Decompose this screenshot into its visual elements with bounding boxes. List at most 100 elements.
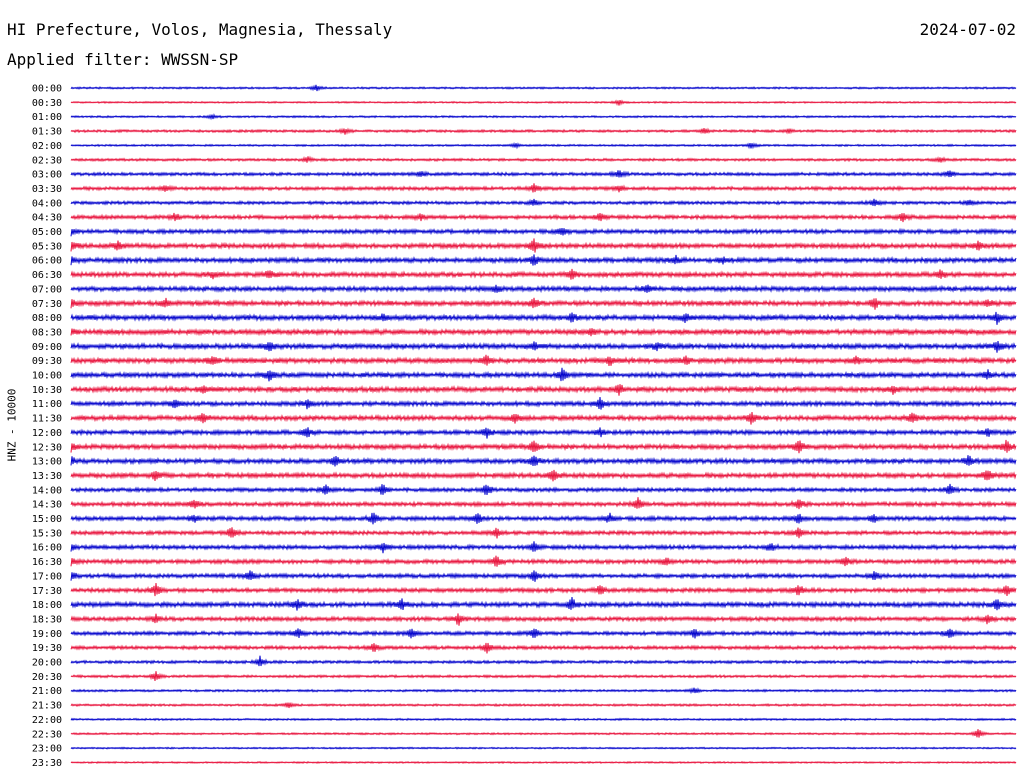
trace-line — [70, 268, 1017, 280]
time-tick-label: 14:30 — [32, 500, 62, 511]
trace-line — [70, 354, 1017, 367]
trace-line — [70, 384, 1017, 396]
time-tick-label: 11:00 — [32, 399, 62, 410]
time-tick-label: 09:00 — [32, 342, 62, 353]
trace-line — [70, 555, 1017, 567]
time-tick-label: 16:30 — [32, 557, 62, 568]
time-tick-label: 03:30 — [32, 184, 62, 195]
trace-line — [70, 483, 1017, 495]
trace-line — [70, 113, 1017, 121]
trace-line — [70, 469, 1017, 482]
time-tick-label: 13:00 — [32, 457, 62, 468]
time-tick-label: 19:00 — [32, 629, 62, 640]
time-tick-label: 10:00 — [32, 371, 62, 382]
time-tick-label: 18:30 — [32, 614, 62, 625]
time-tick-label: 16:00 — [32, 543, 62, 554]
time-tick-label: 15:30 — [32, 528, 62, 539]
trace-line — [70, 671, 1017, 682]
trace-line — [70, 628, 1017, 639]
trace-line — [70, 99, 1017, 106]
trace-line — [70, 284, 1017, 294]
trace-line — [70, 439, 1017, 454]
trace-line — [70, 746, 1017, 750]
time-tick-label: 09:30 — [32, 356, 62, 367]
time-tick-label: 13:30 — [32, 471, 62, 482]
trace-line — [70, 613, 1017, 626]
time-tick-label: 03:00 — [32, 170, 62, 181]
trace-line — [70, 427, 1017, 439]
time-tick-label: 11:30 — [32, 414, 62, 425]
time-tick-label: 14:00 — [32, 485, 62, 496]
trace-line — [70, 541, 1017, 554]
trace-line — [70, 142, 1017, 150]
trace-line — [70, 227, 1017, 237]
trace-line — [70, 512, 1017, 525]
time-tick-label: 01:00 — [32, 112, 62, 123]
time-tick-label: 08:30 — [32, 327, 62, 338]
time-tick-label: 00:00 — [32, 84, 62, 95]
trace-line — [70, 687, 1017, 695]
trace-line — [70, 297, 1017, 310]
trace-line — [70, 701, 1017, 709]
trace-line — [70, 84, 1017, 92]
trace-line — [70, 570, 1017, 582]
time-tick-label: 00:30 — [32, 98, 62, 109]
trace-line — [70, 183, 1017, 193]
trace-line — [70, 170, 1017, 178]
time-tick-label: 22:30 — [32, 729, 62, 740]
time-tick-label: 04:00 — [32, 198, 62, 209]
trace-line — [70, 396, 1017, 410]
time-tick-label: 23:00 — [32, 744, 62, 755]
time-tick-label: 05:30 — [32, 241, 62, 252]
trace-line — [70, 127, 1017, 135]
time-tick-label: 02:00 — [32, 141, 62, 152]
trace-line — [70, 327, 1017, 337]
trace-line — [70, 254, 1017, 266]
time-tick-label: 08:00 — [32, 313, 62, 324]
trace-line — [70, 527, 1017, 539]
time-tick-label: 07:00 — [32, 284, 62, 295]
time-tick-label: 06:30 — [32, 270, 62, 281]
filter-name: WWSSN-SP — [161, 50, 239, 69]
trace-line — [70, 455, 1017, 467]
filter-prefix: Applied filter: — [7, 50, 162, 69]
trace-line — [70, 238, 1017, 253]
time-tick-label: 04:30 — [32, 213, 62, 224]
time-tick-label: 19:30 — [32, 643, 62, 654]
trace-line — [70, 582, 1017, 597]
time-tick-label: 17:30 — [32, 586, 62, 597]
time-tick-label: 18:00 — [32, 600, 62, 611]
trace-line — [70, 212, 1017, 223]
time-tick-label: 12:00 — [32, 428, 62, 439]
trace-line — [70, 155, 1017, 163]
time-tick-label: 06:00 — [32, 256, 62, 267]
time-tick-label: 23:30 — [32, 758, 62, 769]
time-tick-label: 17:00 — [32, 571, 62, 582]
trace-line — [70, 367, 1017, 382]
time-tick-label: 21:30 — [32, 701, 62, 712]
trace-line — [70, 729, 1017, 738]
station-title: HI Prefecture, Volos, Magnesia, Thessaly — [7, 20, 393, 39]
time-tick-label: 05:00 — [32, 227, 62, 238]
filter-label: Applied filter: WWSSN-SP — [7, 50, 238, 69]
time-tick-label: 20:30 — [32, 672, 62, 683]
trace-line — [70, 760, 1017, 765]
time-tick-label: 15:00 — [32, 514, 62, 525]
time-tick-label: 21:00 — [32, 686, 62, 697]
trace-line — [70, 198, 1017, 207]
time-tick-label: 12:30 — [32, 442, 62, 453]
trace-line — [70, 412, 1017, 425]
time-tick-label: 10:30 — [32, 385, 62, 396]
date-label: 2024-07-02 — [919, 20, 1016, 39]
trace-line — [70, 341, 1017, 353]
trace-line — [70, 596, 1017, 611]
time-tick-label: 07:30 — [32, 299, 62, 310]
trace-line — [70, 717, 1017, 722]
time-tick-label: 22:00 — [32, 715, 62, 726]
time-tick-label: 20:00 — [32, 658, 62, 669]
trace-line — [70, 655, 1017, 667]
time-tick-label: 02:30 — [32, 155, 62, 166]
trace-line — [70, 311, 1017, 325]
time-tick-label: 01:30 — [32, 127, 62, 138]
